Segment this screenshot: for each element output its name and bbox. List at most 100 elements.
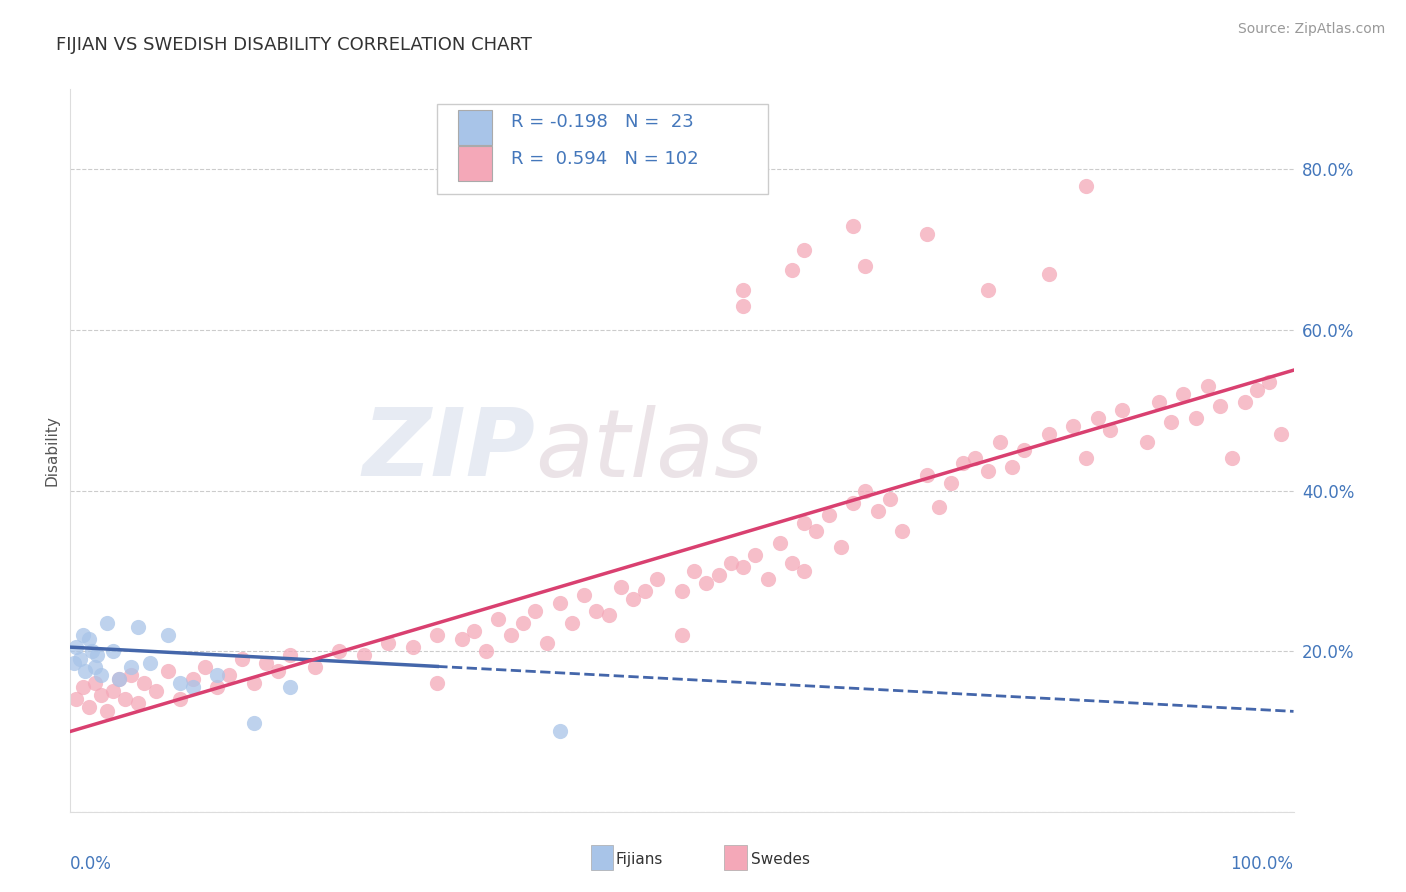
- Point: [695, 576, 717, 591]
- Point: [915, 227, 938, 241]
- Point: [561, 615, 583, 630]
- Point: [96, 615, 118, 630]
- Point: [1233, 395, 1256, 409]
- Point: [1111, 403, 1133, 417]
- Point: [976, 283, 998, 297]
- Point: [733, 299, 755, 313]
- Point: [280, 648, 302, 662]
- Point: [671, 628, 693, 642]
- Point: [634, 583, 657, 598]
- Point: [621, 592, 644, 607]
- Text: FIJIAN VS SWEDISH DISABILITY CORRELATION CHART: FIJIAN VS SWEDISH DISABILITY CORRELATION…: [56, 36, 531, 54]
- Text: ZIP: ZIP: [363, 404, 536, 497]
- Text: Swedes: Swedes: [751, 852, 810, 867]
- Point: [988, 435, 1011, 450]
- Point: [817, 508, 839, 522]
- Point: [536, 636, 558, 650]
- Point: [524, 604, 547, 618]
- Point: [1038, 427, 1060, 442]
- Point: [463, 624, 485, 639]
- Point: [830, 540, 852, 554]
- Text: atlas: atlas: [536, 405, 763, 496]
- Point: [139, 657, 162, 671]
- Y-axis label: Disability: Disability: [44, 415, 59, 486]
- Point: [793, 516, 815, 530]
- Point: [243, 676, 266, 690]
- Text: R = -0.198   N =  23: R = -0.198 N = 23: [510, 113, 693, 131]
- Point: [353, 648, 375, 662]
- Point: [145, 684, 167, 698]
- Point: [169, 676, 191, 690]
- Point: [218, 668, 240, 682]
- Point: [475, 644, 498, 658]
- Point: [157, 664, 180, 678]
- Point: [108, 673, 131, 687]
- Point: [952, 455, 974, 469]
- Point: [769, 535, 792, 549]
- Point: [855, 483, 877, 498]
- Point: [101, 684, 124, 698]
- Point: [733, 560, 755, 574]
- Point: [1270, 427, 1292, 442]
- Point: [82, 644, 104, 658]
- Point: [976, 463, 998, 477]
- Point: [720, 556, 742, 570]
- Point: [610, 580, 633, 594]
- Point: [1136, 435, 1159, 450]
- Point: [683, 564, 706, 578]
- Point: [1173, 387, 1195, 401]
- FancyBboxPatch shape: [437, 103, 768, 194]
- Point: [1160, 415, 1182, 429]
- Point: [77, 632, 100, 646]
- Point: [548, 596, 571, 610]
- Point: [891, 524, 914, 538]
- Point: [90, 689, 112, 703]
- Text: R =  0.594   N = 102: R = 0.594 N = 102: [510, 150, 699, 168]
- Point: [855, 259, 877, 273]
- Point: [756, 572, 779, 586]
- Point: [842, 495, 865, 509]
- Point: [780, 262, 803, 277]
- Point: [121, 668, 143, 682]
- Point: [1062, 419, 1084, 434]
- Point: [101, 644, 124, 658]
- Point: [90, 668, 112, 682]
- Point: [707, 567, 730, 582]
- Point: [304, 660, 326, 674]
- Point: [73, 664, 96, 678]
- Point: [121, 660, 143, 674]
- Point: [132, 676, 155, 690]
- Point: [114, 692, 136, 706]
- Point: [842, 219, 865, 233]
- Point: [86, 648, 108, 662]
- Point: [194, 660, 217, 674]
- Point: [548, 724, 571, 739]
- FancyBboxPatch shape: [458, 146, 492, 181]
- Point: [939, 475, 962, 490]
- Point: [280, 680, 302, 694]
- Point: [585, 604, 607, 618]
- Point: [572, 588, 595, 602]
- Point: [181, 680, 204, 694]
- Point: [866, 503, 889, 517]
- Point: [1220, 451, 1243, 466]
- Point: [744, 548, 766, 562]
- Point: [77, 700, 100, 714]
- Point: [72, 628, 94, 642]
- Point: [512, 615, 534, 630]
- Point: [83, 676, 105, 690]
- Point: [328, 644, 350, 658]
- Point: [231, 652, 253, 666]
- Point: [1038, 267, 1060, 281]
- Point: [671, 583, 693, 598]
- Point: [243, 716, 266, 731]
- Point: [63, 657, 86, 671]
- Point: [1209, 399, 1232, 413]
- Point: [426, 628, 449, 642]
- Point: [1014, 443, 1036, 458]
- Point: [65, 640, 87, 655]
- Point: [1074, 178, 1097, 193]
- Point: [205, 668, 228, 682]
- Point: [1001, 459, 1024, 474]
- Point: [72, 680, 94, 694]
